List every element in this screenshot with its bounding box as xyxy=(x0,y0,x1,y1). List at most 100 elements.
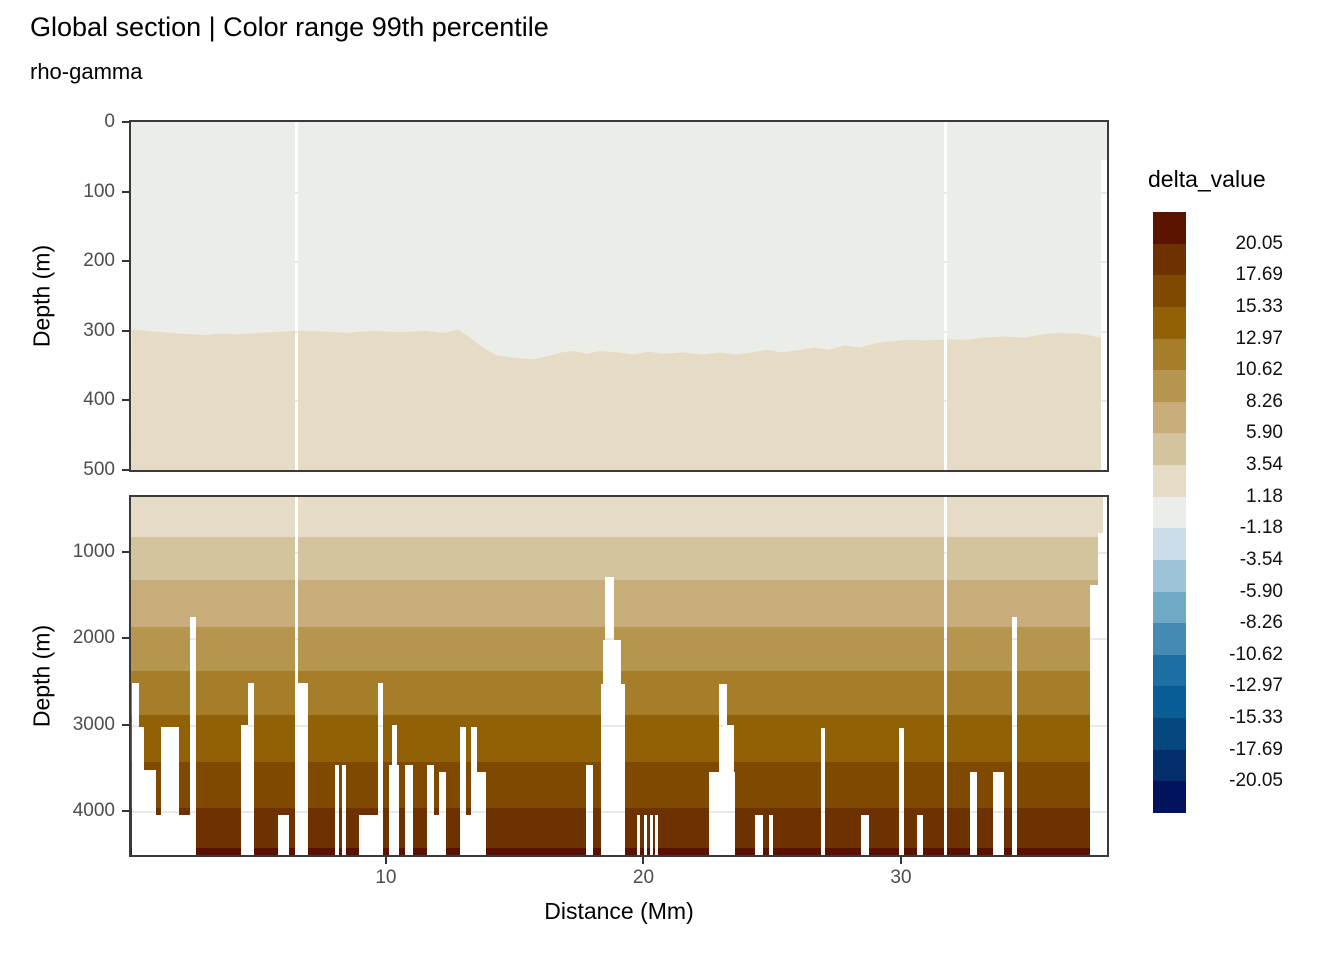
y-tick xyxy=(122,399,130,402)
legend-color-block xyxy=(1153,370,1186,403)
gridline xyxy=(1100,191,1107,194)
y-tick-label: 400 xyxy=(83,389,115,411)
data-gap xyxy=(1011,616,1017,855)
legend-tick-label: 10.62 xyxy=(1235,359,1283,381)
data-gap xyxy=(943,497,948,855)
gridline xyxy=(605,638,615,641)
legend-color-block xyxy=(1153,591,1186,624)
gridline xyxy=(295,551,299,554)
gridline xyxy=(992,810,1004,813)
legend-color-block xyxy=(1153,496,1186,529)
data-gap xyxy=(754,815,763,855)
legend-tick-label: 20.05 xyxy=(1235,232,1283,254)
color-band xyxy=(131,497,1107,537)
y-tick xyxy=(122,260,130,263)
legend-color-block xyxy=(1153,749,1186,782)
y-tick-label: 4000 xyxy=(72,799,115,821)
data-gap xyxy=(377,683,384,855)
x-tick xyxy=(384,856,387,864)
data-gap xyxy=(438,772,446,855)
gridline xyxy=(392,810,398,813)
gridline xyxy=(600,810,625,813)
y-tick xyxy=(122,723,130,726)
data-gap xyxy=(189,616,197,855)
gridline xyxy=(600,724,625,727)
legend-tick-label: -15.33 xyxy=(1229,707,1283,729)
gridline xyxy=(295,810,299,813)
gridline xyxy=(1100,261,1107,264)
y-tick xyxy=(122,550,130,553)
data-gap xyxy=(769,815,774,855)
data-gap xyxy=(969,772,977,855)
color-band xyxy=(131,536,1107,580)
y-tick-label: 500 xyxy=(83,459,115,480)
gridline xyxy=(1097,810,1107,813)
x-axis-title: Distance (Mm) xyxy=(544,898,694,924)
gridline xyxy=(821,810,826,813)
legend-color-block xyxy=(1153,243,1186,276)
legend-tick-label: -8.26 xyxy=(1239,612,1283,634)
gridline xyxy=(377,724,384,727)
legend-tick-label: 3.54 xyxy=(1246,454,1283,476)
gridline xyxy=(295,724,299,727)
x-tick xyxy=(642,856,645,864)
y-tick-label: 2000 xyxy=(72,627,115,649)
y-tick-label: 100 xyxy=(83,180,115,202)
gridline xyxy=(1011,724,1017,727)
gridline xyxy=(334,810,340,813)
data-gap xyxy=(1097,532,1107,855)
gridline xyxy=(969,810,977,813)
y-tick xyxy=(122,637,130,640)
legend-tick-label: -12.97 xyxy=(1229,675,1283,697)
gridline xyxy=(943,330,948,333)
gridline xyxy=(472,810,486,813)
legend-color-block xyxy=(1153,465,1186,498)
data-gap xyxy=(655,815,659,855)
data-gap xyxy=(600,683,625,855)
x-tick-label: 30 xyxy=(890,867,912,888)
data-gap xyxy=(341,765,347,855)
data-gap xyxy=(637,815,641,855)
legend-color-block xyxy=(1153,686,1186,719)
legend-color-block xyxy=(1153,338,1186,371)
legend-tick-label: -20.05 xyxy=(1229,770,1283,792)
y-tick xyxy=(122,190,130,193)
gridline xyxy=(132,810,157,813)
data-gap xyxy=(899,728,905,855)
data-gap xyxy=(297,683,309,855)
gridline xyxy=(460,810,467,813)
data-gap xyxy=(1100,160,1107,470)
legend-color-block xyxy=(1153,781,1186,814)
subsurface-layer xyxy=(131,329,1107,470)
gridline xyxy=(189,810,197,813)
gridline xyxy=(161,810,180,813)
gridline xyxy=(943,810,948,813)
data-gap xyxy=(821,728,826,855)
data-gap xyxy=(392,724,398,855)
legend-tick-label: 12.97 xyxy=(1235,327,1283,349)
gridline xyxy=(295,261,299,264)
legend-color-block xyxy=(1153,433,1186,466)
legend-color-block xyxy=(1153,654,1186,687)
legend-tick-label: 15.33 xyxy=(1235,295,1283,317)
lower-panel xyxy=(131,497,1107,855)
chart-title: Global section | Color range 99th percen… xyxy=(30,12,549,42)
gridline xyxy=(1103,724,1107,727)
data-gap xyxy=(247,683,255,855)
gridline xyxy=(1011,810,1017,813)
y-tick-label: 0 xyxy=(104,111,115,132)
gridline xyxy=(247,724,255,727)
gridline xyxy=(899,810,905,813)
data-gap xyxy=(992,772,1004,855)
data-gap xyxy=(643,815,648,855)
y-tick xyxy=(122,329,130,332)
gridline xyxy=(1100,330,1107,333)
data-gap xyxy=(295,122,299,470)
legend-tick-label: 17.69 xyxy=(1235,264,1283,286)
y-tick-label: 200 xyxy=(83,250,115,272)
gridline xyxy=(943,724,948,727)
legend-tick-label: 5.90 xyxy=(1246,422,1283,444)
gridline xyxy=(586,810,593,813)
legend-tick-label: -3.54 xyxy=(1239,548,1283,570)
